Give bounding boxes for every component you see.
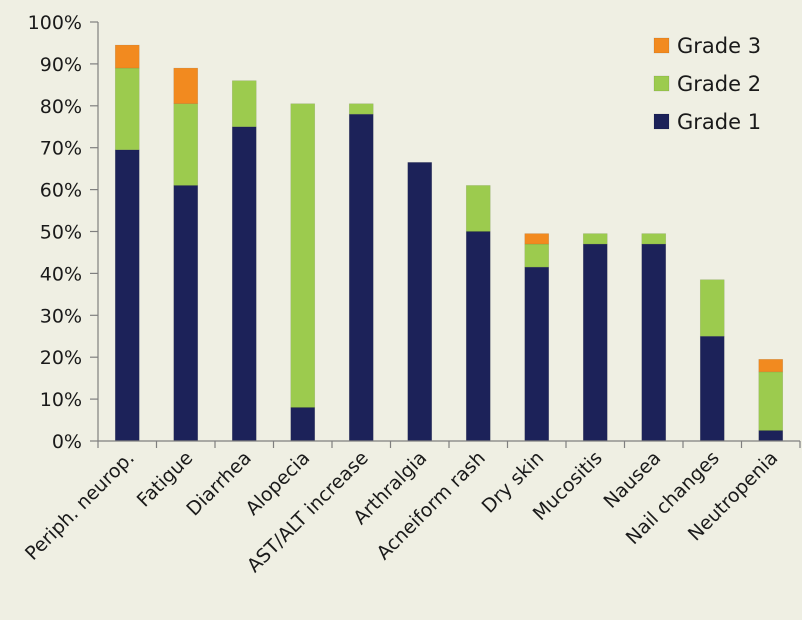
bar-segment-grade-3 (524, 233, 550, 245)
bar-segment-grade-1 (524, 266, 550, 442)
x-category-label: Periph. neurop. (21, 447, 139, 565)
bar-segment-grade-2 (641, 233, 667, 245)
bar-segment-grade-3 (173, 67, 199, 105)
y-axis-tick-labels: 0% 10% 20% 30% 40% 50% 60% 70% 80% 90% 100% (28, 12, 82, 453)
bar-segment-grade-2 (582, 233, 608, 245)
x-category-label: Diarrhea (182, 447, 255, 520)
bar-segment-grade-3 (114, 44, 140, 69)
y-tick-label: 0% (52, 431, 82, 453)
y-tick-label: 50% (40, 222, 82, 244)
bar-segment-grade-2 (699, 279, 725, 337)
bar-segment-grade-3 (758, 358, 784, 373)
bar-segment-grade-2 (524, 243, 550, 268)
legend-label: Grade 1 (677, 110, 761, 134)
axes (90, 21, 801, 448)
bar-segment-grade-1 (699, 335, 725, 442)
bar-segment-grade-2 (173, 103, 199, 186)
bar-segment-grade-1 (348, 113, 374, 442)
bar-segment-grade-2 (231, 80, 257, 128)
bar-segment-grade-2 (348, 103, 374, 115)
bar-segment-grade-1 (582, 243, 608, 442)
y-tick-label: 30% (40, 305, 82, 327)
bar-segment-grade-2 (114, 67, 140, 151)
y-tick-label: 100% (28, 12, 82, 34)
bar-segment-grade-2 (465, 185, 491, 232)
y-tick-label: 90% (40, 54, 82, 76)
y-tick-label: 20% (40, 347, 82, 369)
legend-swatch (653, 75, 670, 92)
bar-segment-grade-1 (173, 185, 199, 442)
legend: Grade 3 Grade 2 Grade 1 (653, 34, 761, 134)
y-tick-label: 10% (40, 389, 82, 411)
bar-segment-grade-1 (290, 407, 316, 442)
y-tick-label: 40% (40, 263, 82, 285)
bar-segment-grade-2 (290, 103, 316, 408)
legend-label: Grade 3 (677, 34, 761, 58)
x-axis-category-labels: Periph. neurop.FatigueDiarrheaAlopeciaAS… (21, 447, 782, 577)
bar-segment-grade-1 (231, 126, 257, 442)
y-tick-label: 60% (40, 180, 82, 202)
y-tick-label: 80% (40, 96, 82, 118)
bars (114, 44, 784, 442)
bar-segment-grade-1 (641, 243, 667, 442)
y-tick-label: 70% (40, 138, 82, 160)
legend-swatch (653, 37, 670, 54)
bar-segment-grade-1 (114, 149, 140, 442)
legend-label: Grade 2 (677, 72, 761, 96)
legend-swatch (653, 113, 670, 130)
x-category-label: Acneiform rash (373, 447, 490, 564)
bar-segment-grade-1 (465, 231, 491, 442)
bar-segment-grade-1 (758, 430, 784, 442)
bar-segment-grade-1 (407, 162, 433, 442)
bar-segment-grade-2 (758, 371, 784, 431)
